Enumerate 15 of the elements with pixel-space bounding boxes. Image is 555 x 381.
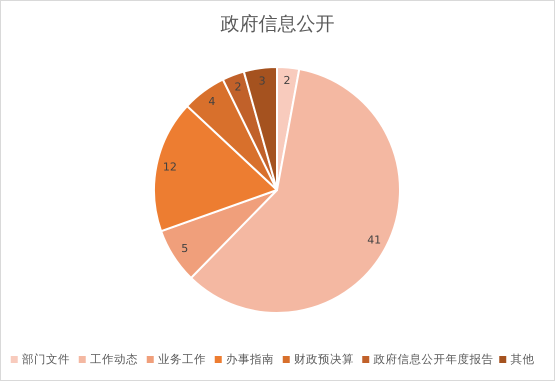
data-label: 41 — [367, 233, 382, 246]
legend-label: 政府信息公开年度报告 — [373, 352, 494, 366]
legend-label: 办事指南 — [226, 352, 274, 366]
data-label: 2 — [283, 74, 290, 87]
data-label: 3 — [258, 74, 266, 88]
legend-label: 财政预决算 — [294, 352, 354, 366]
legend-label: 业务工作 — [158, 352, 206, 366]
data-label: 5 — [181, 242, 188, 256]
data-label: 4 — [208, 95, 216, 108]
legend-label: 工作动态 — [90, 352, 138, 366]
chart-title: 政府信息公开 — [220, 13, 334, 35]
data-label: 12 — [162, 160, 177, 174]
data-label: 2 — [234, 80, 242, 94]
legend-label: 部门文件 — [22, 352, 70, 366]
legend-label: 其他 — [510, 352, 534, 366]
